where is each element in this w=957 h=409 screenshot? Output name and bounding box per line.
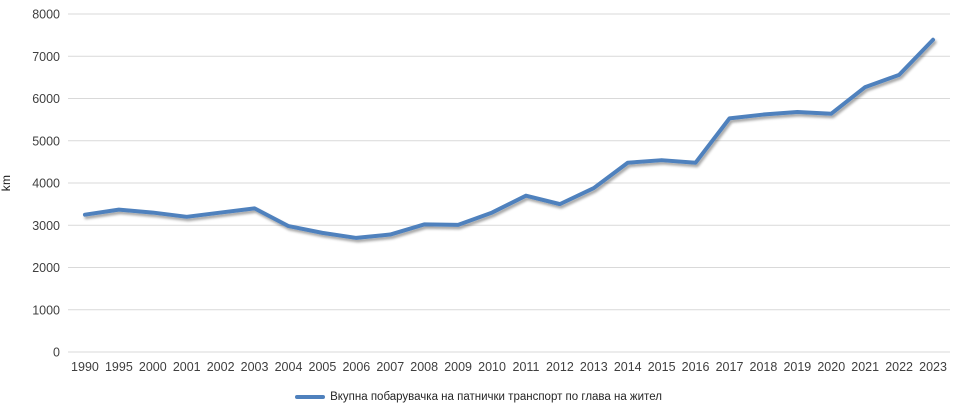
y-tick-label: 0 [53,346,60,360]
x-tick-label: 2003 [241,360,269,374]
x-tick-label: 2009 [444,360,472,374]
series-group [82,37,936,240]
y-tick-label: 8000 [32,8,60,22]
series-line [82,37,936,240]
x-tick-label: 2010 [478,360,506,374]
y-tick-label: 5000 [32,134,60,148]
y-tick-labels-group: 0 1000 2000 3000 4000 5000 6000 7000 8000 [32,8,60,360]
x-tick-label: 2011 [513,360,540,374]
x-tick-label: 2023 [919,360,947,374]
x-tick-label: 2008 [410,360,438,374]
x-tick-label: 2018 [750,360,778,374]
x-tick-label: 2012 [546,360,574,374]
y-tick-label: 7000 [32,50,60,64]
x-tick-label: 2005 [309,360,337,374]
y-tick-label: 2000 [32,261,60,275]
y-tick-label: 3000 [32,219,60,233]
x-tick-label: 1995 [105,360,133,374]
x-tick-label: 2021 [851,360,879,374]
legend-line-marker-icon [295,395,326,399]
x-tick-label: 2013 [580,360,608,374]
gridlines-group [68,13,950,353]
x-tick-label: 2022 [885,360,913,374]
x-tick-labels-group: 1990 1995 2000 2001 2002 2003 2004 2005 2006 2007… [71,360,947,374]
y-tick-label: 6000 [32,92,60,106]
x-tick-label: 2000 [139,360,167,374]
x-tick-label: 2007 [376,360,404,374]
y-tick-label: 1000 [32,303,60,317]
x-tick-label: 2020 [817,360,845,374]
x-tick-label: 2017 [716,360,744,374]
x-tick-label: 2001 [173,360,201,374]
x-tick-label: 2004 [275,360,303,374]
x-tick-label: 2015 [648,360,676,374]
x-tick-label: 2014 [614,360,642,374]
y-tick-label: 4000 [32,177,60,191]
legend: Вкупна побарувачка на патнички транспорт… [0,391,957,403]
legend-series-label: Вкупна побарувачка на патнички транспорт… [330,391,662,403]
x-tick-label: 2016 [682,360,710,374]
y-axis-title: km [0,174,14,192]
x-tick-label: 2019 [783,360,811,374]
x-tick-label: 2006 [342,360,370,374]
x-tick-label: 2002 [207,360,235,374]
x-tick-label: 1990 [71,360,99,374]
